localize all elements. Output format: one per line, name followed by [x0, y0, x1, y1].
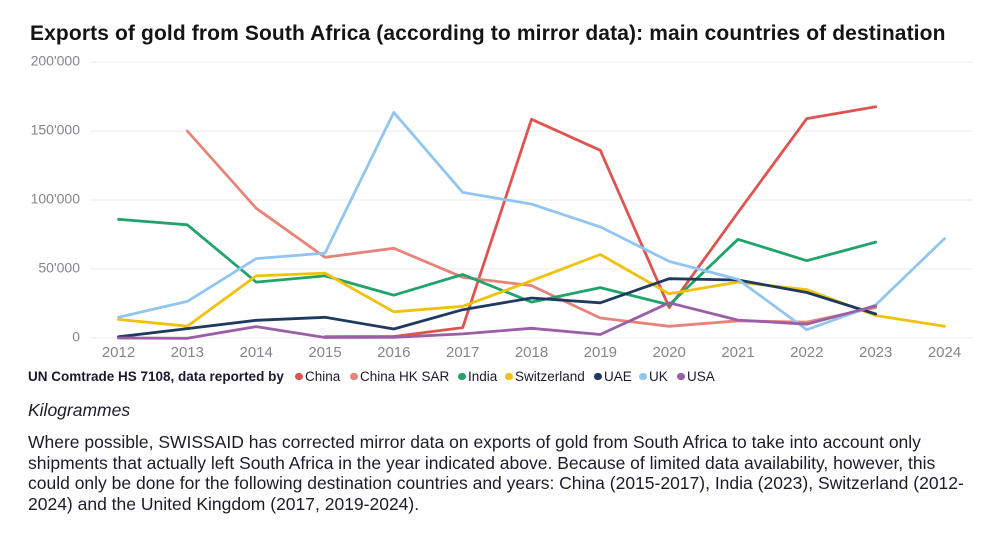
svg-text:2022: 2022 — [790, 344, 823, 361]
svg-text:50'000: 50'000 — [38, 260, 80, 276]
svg-text:200'000: 200'000 — [31, 53, 81, 69]
svg-text:2024: 2024 — [928, 344, 961, 361]
svg-text:2014: 2014 — [240, 344, 273, 361]
svg-text:100'000: 100'000 — [31, 191, 81, 207]
svg-text:2019: 2019 — [584, 344, 617, 361]
svg-text:2012: 2012 — [102, 344, 135, 361]
svg-text:150'000: 150'000 — [31, 122, 81, 138]
svg-text:2021: 2021 — [721, 344, 754, 361]
svg-text:0: 0 — [72, 329, 80, 345]
svg-text:2016: 2016 — [377, 344, 410, 361]
svg-text:2023: 2023 — [859, 344, 892, 361]
svg-text:2020: 2020 — [653, 344, 686, 361]
svg-text:2017: 2017 — [446, 344, 479, 361]
svg-text:2018: 2018 — [515, 344, 548, 361]
svg-text:2013: 2013 — [171, 344, 204, 361]
svg-text:2015: 2015 — [308, 344, 341, 361]
